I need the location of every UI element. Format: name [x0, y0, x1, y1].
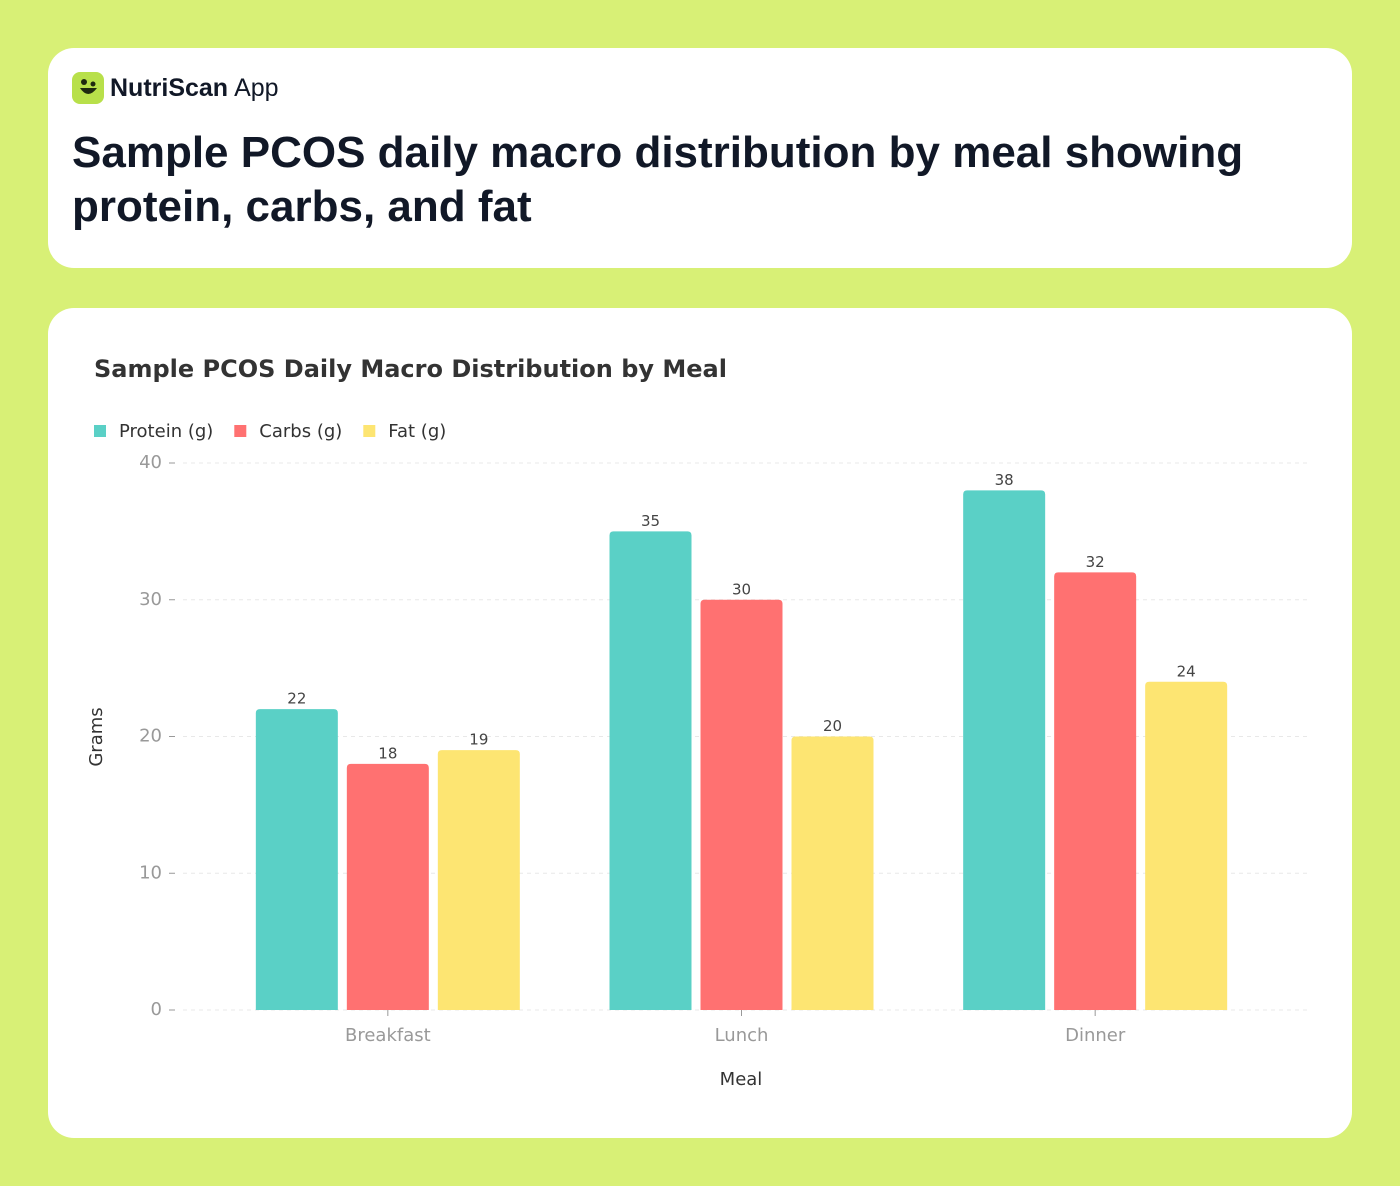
legend-label: Protein (g): [119, 421, 213, 442]
bar: [346, 763, 429, 1010]
bar: [791, 736, 874, 1010]
value-label: 22: [287, 690, 306, 708]
chart-title: Sample PCOS Daily Macro Distribution by …: [94, 355, 727, 383]
value-label: 19: [469, 731, 488, 749]
bar: [255, 709, 338, 1010]
legend-label: Carbs (g): [259, 421, 342, 442]
legend-swatch: [363, 425, 376, 437]
y-tick-label: 0: [151, 999, 162, 1020]
value-label: 18: [378, 744, 397, 762]
legend-swatch: [94, 425, 106, 437]
y-tick-label: 20: [139, 726, 162, 747]
y-tick-label: 40: [139, 452, 162, 473]
bar: [1145, 681, 1228, 1010]
x-tick-label: Lunch: [715, 1025, 769, 1046]
page-title: Sample PCOS daily macro distribution by …: [72, 128, 1244, 231]
value-label: 38: [995, 471, 1014, 489]
legend-label: Fat (g): [388, 421, 446, 442]
value-label: 20: [823, 717, 842, 735]
x-tick-label: Dinner: [1065, 1025, 1126, 1046]
brand-name: NutriScan: [110, 73, 229, 102]
bar: [700, 599, 783, 1010]
bar: [609, 531, 692, 1010]
bar: [1054, 572, 1137, 1010]
logo: [72, 72, 104, 104]
value-label: 30: [732, 580, 751, 598]
bar: [963, 490, 1046, 1011]
value-label: 24: [1177, 662, 1196, 680]
value-label: 32: [1086, 553, 1105, 571]
y-tick-label: 10: [139, 862, 162, 883]
brand: NutriScan App: [72, 72, 279, 104]
y-axis-label: Grams: [86, 707, 107, 766]
legend-swatch: [234, 425, 247, 437]
brand-suffix: App: [234, 73, 279, 102]
x-tick-label: Breakfast: [345, 1025, 431, 1046]
bar: [437, 750, 520, 1010]
x-axis-label: Meal: [720, 1069, 763, 1090]
header-card: NutriScan App Sample PCOS daily macro dis…: [48, 48, 1352, 268]
value-label: 35: [641, 512, 660, 530]
logo-icon: [80, 79, 97, 94]
y-tick-label: 30: [139, 589, 162, 610]
